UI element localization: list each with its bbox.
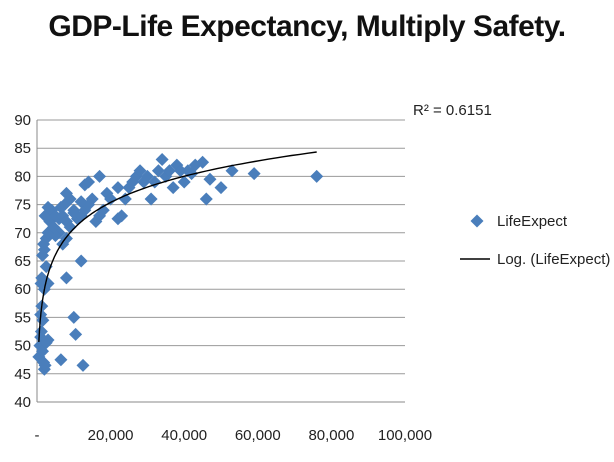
data-point: [199, 192, 213, 206]
y-tick-label: 40: [14, 394, 31, 411]
data-point: [34, 325, 48, 338]
x-tick-label: 100,000: [378, 427, 432, 444]
data-point: [214, 181, 228, 195]
y-tick-labels: 40 45 50 55 60 65 70 75 80 85 90: [14, 112, 31, 411]
data-point: [93, 169, 107, 183]
data-point: [225, 164, 239, 178]
legend-marker-lifeexpect: [470, 214, 484, 228]
data-point: [85, 192, 99, 206]
data-point: [203, 172, 217, 186]
data-point: [196, 155, 210, 169]
y-tick-label: 75: [14, 197, 31, 214]
data-point: [67, 310, 81, 324]
data-point: [111, 181, 125, 195]
x-tick-label: -: [35, 427, 40, 444]
grid-lines: [37, 119, 405, 403]
data-point: [166, 181, 180, 195]
trendline-log: [38, 151, 317, 342]
data-point: [48, 229, 62, 243]
x-tick-label: 60,000: [235, 427, 281, 444]
data-point: [63, 192, 77, 206]
data-point: [38, 358, 52, 372]
data-point: [74, 254, 88, 268]
y-tick-label: 90: [14, 112, 31, 129]
data-point: [144, 192, 158, 206]
data-point: [56, 209, 70, 223]
legend: LifeExpect Log. (LifeExpect): [460, 213, 610, 268]
y-tick-label: 85: [14, 140, 31, 157]
y-tick-label: 70: [14, 225, 31, 242]
data-point: [69, 327, 83, 341]
y-tick-label: 45: [14, 366, 31, 383]
legend-label-trend: Log. (LifeExpect): [497, 251, 610, 268]
data-point: [104, 192, 118, 206]
data-point: [115, 209, 129, 223]
y-tick-label: 55: [14, 309, 31, 326]
x-tick-label: 20,000: [88, 427, 134, 444]
chart-title: GDP-Life Expectancy, Multiply Safety.: [48, 10, 566, 43]
data-point: [47, 220, 61, 234]
legend-label-lifeexpect: LifeExpect: [497, 213, 568, 230]
r-squared-label: R² = 0.6151: [413, 102, 492, 119]
scatter-points: [32, 152, 324, 376]
data-point: [96, 203, 110, 217]
data-point: [177, 175, 191, 189]
y-tick-label: 60: [14, 281, 31, 298]
data-point: [67, 206, 81, 220]
x-tick-label: 40,000: [161, 427, 207, 444]
data-point: [76, 358, 90, 372]
data-point: [310, 169, 324, 183]
data-point: [247, 167, 261, 181]
x-tick-labels: - 20,000 40,000 60,000 80,000 100,000: [35, 427, 433, 444]
data-point: [63, 220, 77, 234]
x-tick-label: 80,000: [308, 427, 354, 444]
data-point: [155, 152, 169, 166]
y-tick-label: 80: [14, 168, 31, 185]
data-point: [59, 271, 73, 285]
data-point: [59, 231, 73, 245]
data-point: [54, 353, 68, 367]
y-tick-label: 50: [14, 338, 31, 355]
data-point: [41, 333, 55, 347]
data-point: [118, 192, 132, 206]
data-point: [174, 164, 188, 178]
y-tick-label: 65: [14, 253, 31, 270]
data-point: [82, 175, 96, 189]
data-point: [74, 195, 88, 209]
